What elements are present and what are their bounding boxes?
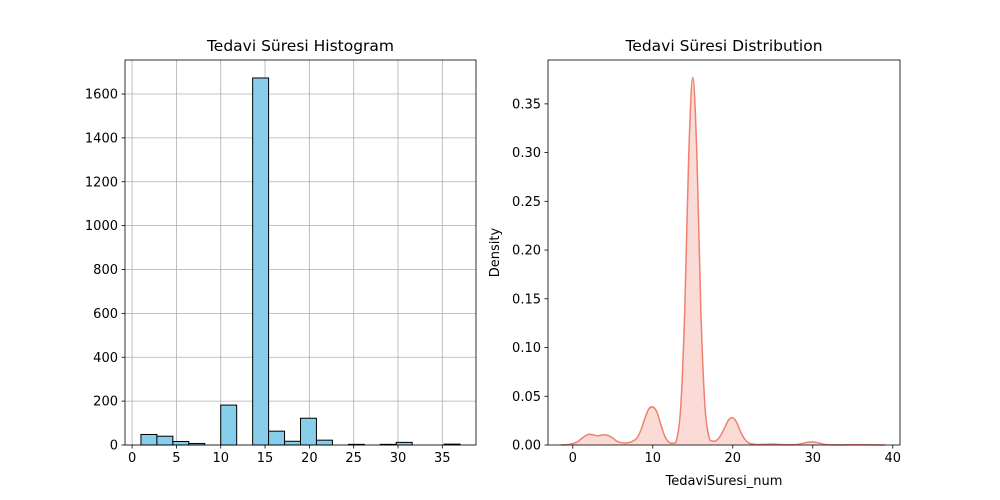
histogram-bar xyxy=(284,440,301,446)
histogram-x-ticks: 0 5 10 15 20 25 30 35 xyxy=(128,445,451,466)
histogram-y-tick-label: 1000 xyxy=(85,219,118,234)
histogram-bar xyxy=(140,433,158,446)
kde-axes-frame xyxy=(547,59,901,446)
kde-x-tick-label: 0 xyxy=(569,451,577,466)
histogram-bar xyxy=(172,440,190,446)
histogram-x-tick-label: 20 xyxy=(301,451,318,466)
histogram-x-tick-label: 15 xyxy=(257,451,274,466)
kde-y-tick-label: 0.25 xyxy=(512,195,541,210)
histogram-y-tick-label: 200 xyxy=(93,395,118,410)
histogram-bar xyxy=(315,439,333,446)
kde-y-tick-label: 0.00 xyxy=(512,439,541,454)
histogram-x-tick-label: 0 xyxy=(128,451,136,466)
histogram-bar xyxy=(300,417,317,446)
kde-y-tick-label: 0.10 xyxy=(512,341,541,356)
histogram-bars xyxy=(140,77,461,446)
kde-title: Tedavi Süresi Distribution xyxy=(624,37,822,55)
kde-x-tick-label: 30 xyxy=(805,451,822,466)
histogram-y-ticks: 0 200 400 600 800 1000 1200 1400 1600 xyxy=(85,88,125,454)
histogram-x-tick-label: 25 xyxy=(345,451,362,466)
histogram-y-tick-label: 800 xyxy=(93,263,118,278)
kde-y-ticks: 0.00 0.05 0.10 0.15 0.20 0.25 0.30 0.35 xyxy=(512,97,548,454)
histogram-y-tick-label: 600 xyxy=(93,307,118,322)
histogram-y-tick-label: 0 xyxy=(110,439,118,454)
histogram-bar xyxy=(156,435,174,446)
histogram-y-tick-label: 1400 xyxy=(85,131,118,146)
kde-y-tick-label: 0.15 xyxy=(512,292,541,307)
histogram-title: Tedavi Süresi Histogram xyxy=(206,37,394,55)
histogram-bar xyxy=(220,404,238,446)
kde-y-axis-label: Density xyxy=(488,227,503,277)
histogram-x-tick-label: 5 xyxy=(172,451,180,466)
kde-y-tick-label: 0.35 xyxy=(512,97,541,112)
kde-density-line xyxy=(560,76,885,446)
kde-x-axis-label: TedaviSuresi_num xyxy=(665,474,783,489)
kde-x-tick-label: 20 xyxy=(725,451,742,466)
histogram-y-tick-label: 1600 xyxy=(85,88,118,103)
histogram-x-tick-label: 35 xyxy=(434,451,451,466)
histogram-axes-frame xyxy=(124,59,477,446)
histogram-x-tick-label: 10 xyxy=(212,451,229,466)
histogram-x-tick-label: 30 xyxy=(390,451,407,466)
kde-y-tick-label: 0.30 xyxy=(512,146,541,161)
histogram-bar xyxy=(252,77,270,446)
kde-panel: Tedavi Süresi Distribution 0 10 20 30 40 0.0… xyxy=(488,37,901,489)
kde-x-tick-label: 10 xyxy=(645,451,662,466)
kde-x-tick-label: 40 xyxy=(885,451,902,466)
kde-x-ticks: 0 10 20 30 40 xyxy=(569,445,901,466)
kde-y-tick-label: 0.05 xyxy=(512,390,541,405)
kde-y-tick-label: 0.20 xyxy=(512,244,541,259)
histogram-y-tick-label: 400 xyxy=(93,351,118,366)
histogram-bar xyxy=(268,430,286,446)
histogram-panel: Tedavi Süresi Histogram 0 5 10 15 20 25 30 35 0… xyxy=(85,37,477,466)
histogram-y-tick-label: 1200 xyxy=(85,175,118,190)
